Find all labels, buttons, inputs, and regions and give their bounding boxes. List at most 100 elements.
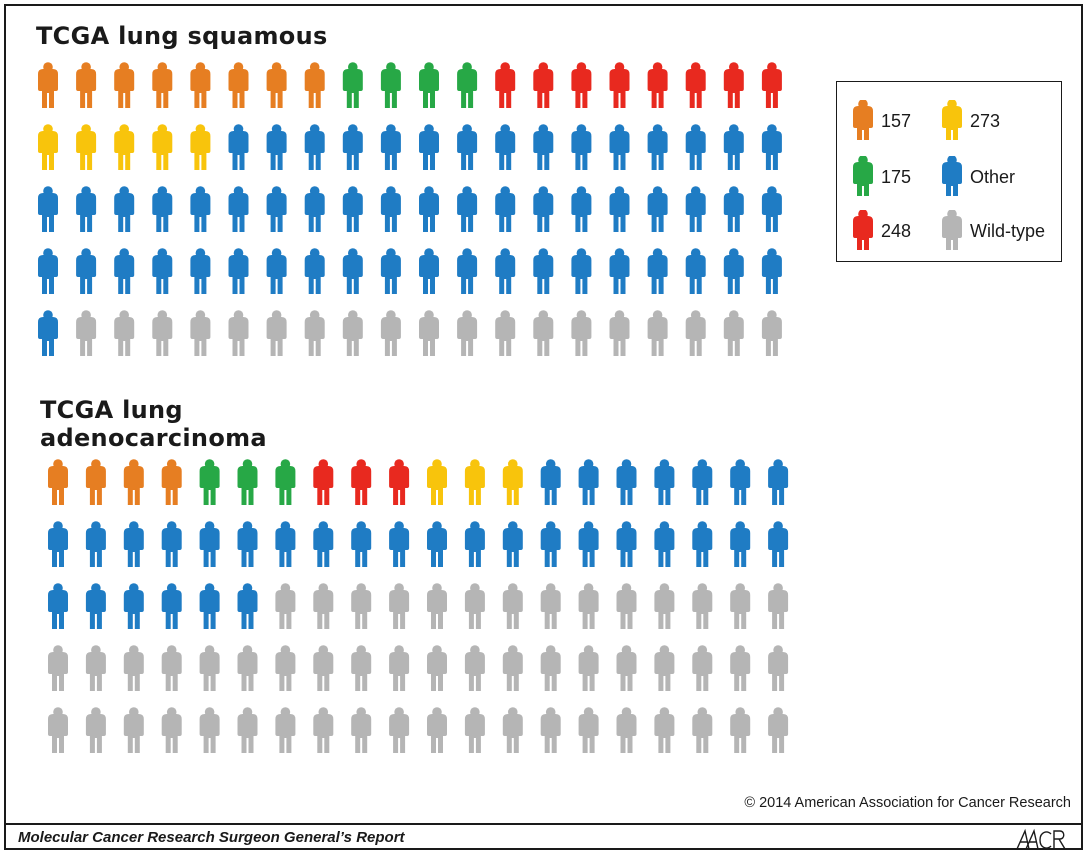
person-icon-other bbox=[571, 186, 592, 232]
person-icon-157 bbox=[85, 459, 106, 505]
person-icon-other bbox=[380, 186, 401, 232]
person-icon-other bbox=[540, 459, 561, 505]
person-icon-273 bbox=[152, 124, 173, 170]
person-icon-248 bbox=[571, 62, 592, 108]
person-icon-other bbox=[723, 124, 744, 170]
person-icon-other bbox=[38, 186, 58, 232]
person-icon-wild-type bbox=[351, 583, 372, 629]
person-icon-other bbox=[457, 248, 478, 294]
person-icon-other bbox=[723, 248, 744, 294]
person-icon-wild-type bbox=[692, 583, 713, 629]
person-icon-175 bbox=[419, 62, 439, 108]
person-icon-other bbox=[571, 248, 592, 294]
person-icon-other bbox=[199, 521, 220, 567]
person-icon-other bbox=[685, 124, 706, 170]
person-icon-wild-type bbox=[616, 583, 637, 629]
person-icon-175 bbox=[275, 459, 296, 505]
person-icon-wild-type bbox=[351, 645, 372, 691]
legend-label: Other bbox=[970, 167, 1016, 187]
person-icon-wild-type bbox=[502, 707, 523, 753]
person-icon-wild-type bbox=[427, 707, 447, 753]
person-icon-wild-type bbox=[495, 310, 516, 356]
person-icon-other bbox=[761, 248, 782, 294]
person-icon-other bbox=[389, 521, 410, 567]
copyright-text: © 2014 American Association for Cancer R… bbox=[744, 795, 1071, 811]
person-icon-other bbox=[495, 124, 516, 170]
person-icon-other bbox=[768, 459, 789, 505]
person-icon-wild-type bbox=[654, 645, 675, 691]
person-icon-wild-type bbox=[380, 310, 401, 356]
person-icon-other bbox=[76, 248, 97, 294]
person-icon-wild-type bbox=[578, 645, 599, 691]
person-icon-other bbox=[533, 186, 554, 232]
person-icon-wild-type bbox=[502, 645, 523, 691]
person-icon-248 bbox=[313, 459, 334, 505]
person-icon-other bbox=[304, 186, 325, 232]
person-icon-other bbox=[495, 186, 516, 232]
person-icon-wild-type bbox=[237, 707, 258, 753]
person-icon-other bbox=[190, 186, 211, 232]
person-icon-248 bbox=[853, 210, 873, 250]
person-icon-other bbox=[692, 459, 713, 505]
person-icon-wild-type bbox=[654, 583, 675, 629]
person-icon-other bbox=[419, 124, 439, 170]
person-icon-wild-type bbox=[578, 707, 599, 753]
person-icon-175 bbox=[853, 156, 873, 196]
person-icon-wild-type bbox=[502, 583, 523, 629]
person-icon-other bbox=[685, 248, 706, 294]
person-icon-other bbox=[266, 124, 287, 170]
person-icon-wild-type bbox=[313, 583, 334, 629]
person-icon-wild-type bbox=[533, 310, 554, 356]
person-icon-other bbox=[342, 124, 363, 170]
person-icon-wild-type bbox=[313, 645, 334, 691]
person-icon-157 bbox=[228, 62, 249, 108]
person-icon-other bbox=[38, 248, 58, 294]
person-icon-other bbox=[380, 124, 401, 170]
legend: 157 273 175 Other 248 Wild-type bbox=[836, 81, 1062, 262]
person-icon-other bbox=[647, 248, 668, 294]
person-icon-wild-type bbox=[761, 310, 782, 356]
person-icon-wild-type bbox=[457, 310, 478, 356]
person-icon-other bbox=[228, 248, 249, 294]
person-icon-wild-type bbox=[313, 707, 334, 753]
person-icon-wild-type bbox=[692, 645, 713, 691]
person-icon-other bbox=[654, 521, 675, 567]
person-icon-wild-type bbox=[419, 310, 439, 356]
person-icon-273 bbox=[502, 459, 523, 505]
person-icon-273 bbox=[38, 124, 58, 170]
person-icon-wild-type bbox=[266, 310, 287, 356]
person-icon-wild-type bbox=[152, 310, 173, 356]
person-icon-wild-type bbox=[609, 310, 630, 356]
person-icon-wild-type bbox=[654, 707, 675, 753]
person-icon-wild-type bbox=[464, 645, 485, 691]
panel-title-squamous: TCGA lung squamous bbox=[36, 22, 328, 50]
legend-label: 248 bbox=[881, 221, 912, 241]
person-icon-273 bbox=[464, 459, 485, 505]
person-icon-other bbox=[38, 310, 58, 356]
person-icon-wild-type bbox=[616, 645, 637, 691]
person-icon-other bbox=[464, 521, 485, 567]
pictogram-chart bbox=[38, 62, 789, 753]
person-icon-other bbox=[761, 124, 782, 170]
person-icon-wild-type bbox=[616, 707, 637, 753]
person-icon-248 bbox=[389, 459, 410, 505]
person-icon-other bbox=[351, 521, 372, 567]
person-icon-248 bbox=[533, 62, 554, 108]
person-icon-273 bbox=[114, 124, 135, 170]
person-icon-wild-type bbox=[730, 707, 751, 753]
person-icon-wild-type bbox=[48, 645, 68, 691]
legend-person-icon bbox=[853, 156, 873, 196]
person-icon-wild-type bbox=[161, 707, 182, 753]
person-icon-wild-type bbox=[123, 707, 144, 753]
person-icon-other bbox=[161, 583, 182, 629]
person-icon-other bbox=[616, 459, 637, 505]
person-icon-other bbox=[123, 583, 144, 629]
person-icon-other bbox=[571, 124, 592, 170]
person-icon-other bbox=[685, 186, 706, 232]
person-icon-other bbox=[237, 521, 258, 567]
person-icon-wild-type bbox=[85, 645, 106, 691]
person-icon-157 bbox=[266, 62, 287, 108]
person-icon-273 bbox=[76, 124, 97, 170]
person-icon-other bbox=[76, 186, 97, 232]
person-icon-248 bbox=[495, 62, 516, 108]
